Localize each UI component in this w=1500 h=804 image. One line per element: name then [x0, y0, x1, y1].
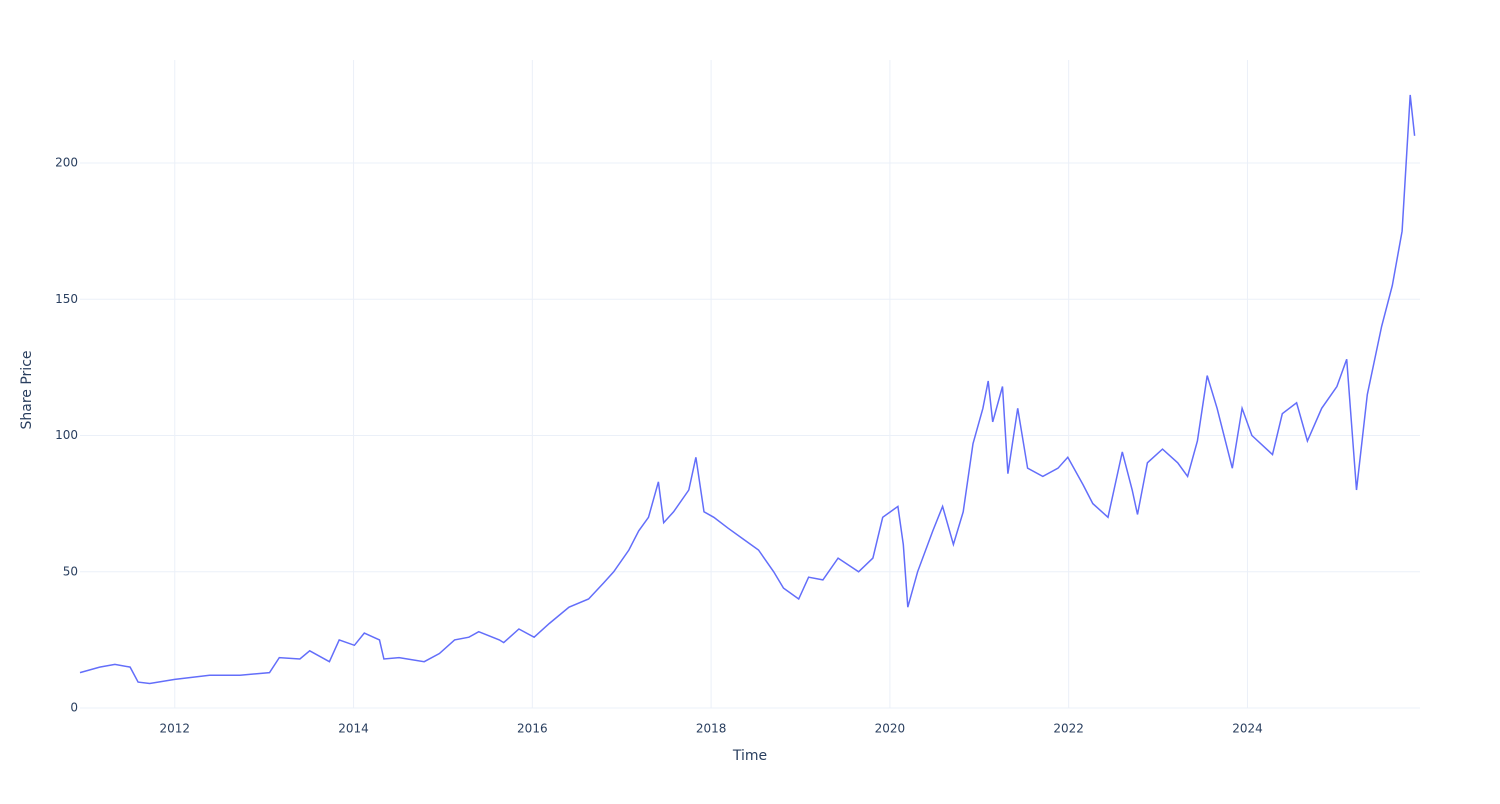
x-tick-label: 2020: [875, 722, 906, 736]
y-tick-label: 50: [63, 564, 78, 578]
x-tick-label: 2024: [1232, 722, 1263, 736]
y-axis-title: Share Price: [19, 350, 35, 429]
y-tick-label: 200: [55, 156, 78, 170]
x-tick-label: 2018: [696, 722, 727, 736]
y-tick-label: 0: [70, 701, 78, 715]
x-axis-title: Time: [732, 748, 767, 764]
x-tick-label: 2016: [517, 722, 548, 736]
y-tick-label: 150: [55, 292, 78, 306]
x-tick-label: 2014: [338, 722, 369, 736]
price-line: [79, 94, 1416, 685]
x-tick-label: 2022: [1053, 722, 1084, 736]
y-tick-label: 100: [55, 428, 78, 442]
x-tick-label: 2012: [159, 722, 190, 736]
